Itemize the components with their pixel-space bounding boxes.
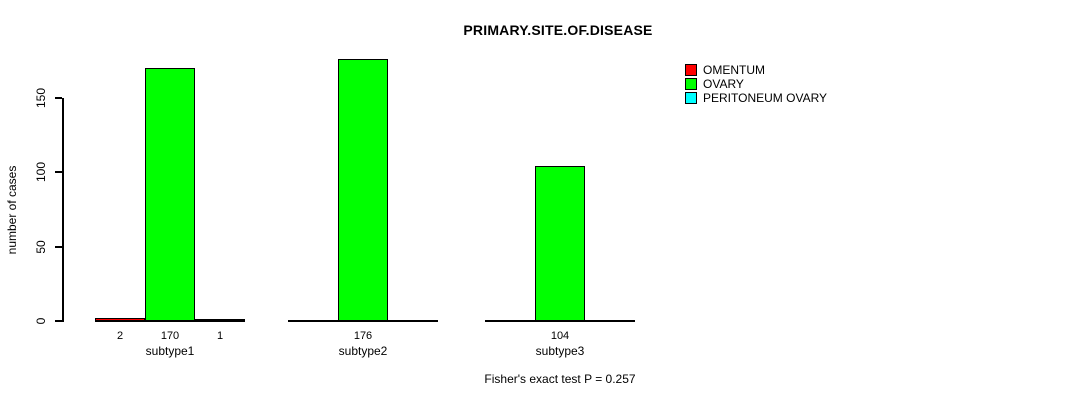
bar-ovary-subtype1 (145, 68, 195, 321)
y-axis-line (62, 98, 64, 322)
bar-ovary-subtype2 (338, 59, 388, 321)
legend-label-omentum: OMENTUM (703, 62, 765, 77)
group-baseline-subtype2 (288, 320, 438, 322)
group-baseline-subtype1 (95, 320, 245, 322)
y-tick-50 (55, 245, 62, 248)
bar-value-label-ovary-subtype3: 104 (550, 330, 570, 342)
legend-label-ovary: OVARY (703, 76, 744, 91)
y-tick-100 (55, 171, 62, 174)
chart-title: PRIMARY.SITE.OF.DISEASE (463, 22, 653, 38)
category-label-subtype3: subtype3 (535, 344, 585, 358)
bar-peritoneum-ovary-subtype1 (195, 319, 245, 321)
y-tick-label-0: 0 (34, 317, 48, 325)
legend-swatch-peritoneum-ovary (685, 92, 697, 104)
bar-value-label-peritoneum-ovary-subtype1: 1 (216, 330, 224, 342)
bar-omentum-subtype1 (95, 318, 145, 321)
y-tick-150 (55, 97, 62, 99)
legend-swatch-ovary (685, 78, 697, 90)
legend-row-omentum: OMENTUM (685, 63, 827, 77)
group-baseline-subtype3 (485, 320, 635, 322)
bar-value-label-ovary-subtype1: 170 (160, 330, 180, 342)
bar-value-label-ovary-subtype2: 176 (353, 330, 373, 342)
y-tick-0 (55, 320, 62, 322)
legend: OMENTUM OVARY PERITONEUM OVARY (685, 63, 827, 105)
y-tick-label-100: 100 (34, 162, 48, 183)
annotation-text: Fisher's exact test P = 0.257 (484, 372, 636, 386)
legend-label-peritoneum-ovary: PERITONEUM OVARY (703, 90, 828, 105)
bar-ovary-subtype3 (535, 166, 585, 321)
category-label-subtype2: subtype2 (338, 344, 388, 358)
y-axis-title: number of cases (5, 165, 19, 255)
y-tick-label-150: 150 (34, 87, 48, 109)
y-tick-label-50: 50 (34, 239, 48, 254)
bar-value-label-omentum-subtype1: 2 (116, 330, 124, 342)
legend-row-peritoneum-ovary: PERITONEUM OVARY (685, 91, 827, 105)
category-label-subtype1: subtype1 (145, 344, 195, 358)
legend-swatch-omentum (685, 64, 697, 76)
legend-row-ovary: OVARY (685, 77, 827, 91)
